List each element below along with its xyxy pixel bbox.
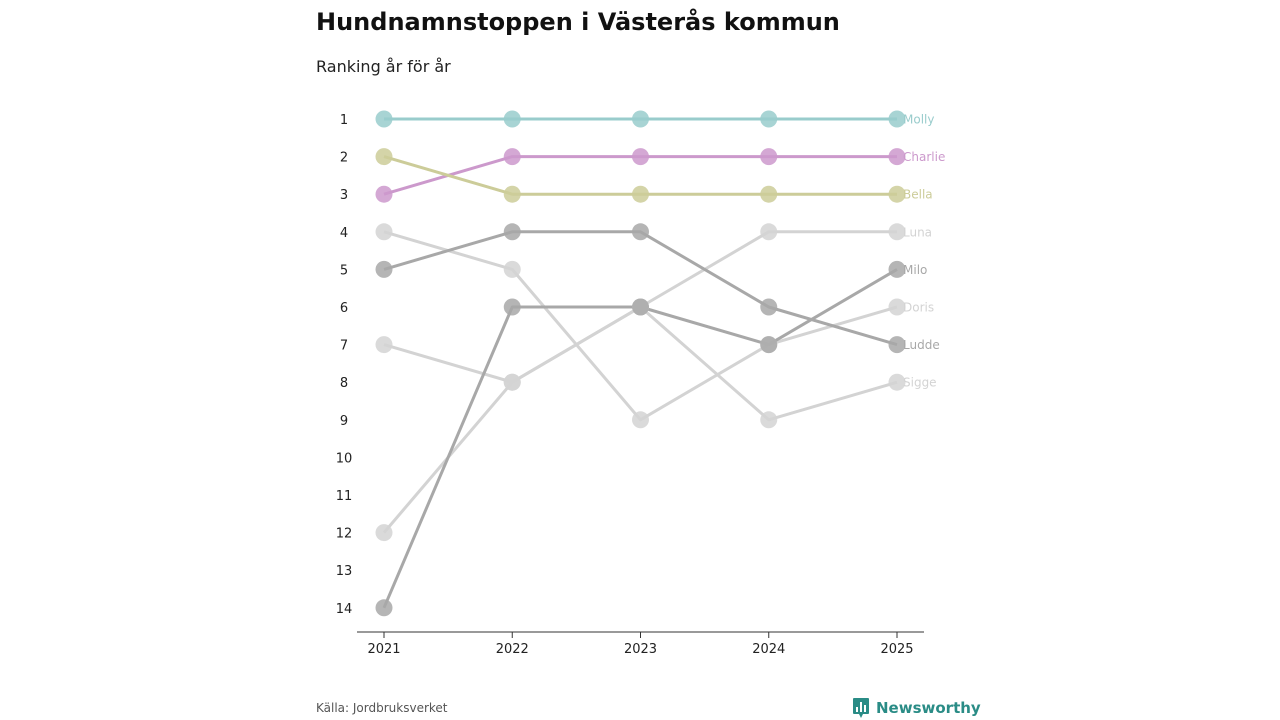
data-point-charlie (760, 148, 778, 166)
data-point-ludde (888, 336, 906, 354)
data-point-milo (503, 298, 521, 316)
data-point-charlie (888, 148, 906, 166)
bar-chart-pin-icon (853, 698, 869, 718)
newsworthy-logo[interactable]: Newsworthy (852, 697, 981, 719)
y-tick-label: 1 (340, 113, 348, 128)
data-point-luna (375, 524, 393, 542)
y-tick-label: 5 (340, 263, 348, 278)
data-point-doris (632, 411, 649, 429)
series-label-molly: Molly (903, 113, 934, 127)
x-tick-label: 2021 (367, 642, 400, 657)
series-label-ludde: Ludde (903, 338, 940, 352)
data-point-charlie (503, 148, 521, 166)
series-label-milo: Milo (903, 263, 927, 277)
data-point-bella (503, 185, 521, 203)
series-line-doris (383, 230, 898, 422)
data-point-charlie (632, 148, 649, 166)
data-point-bella (632, 185, 649, 203)
y-tick-label: 10 (336, 451, 353, 466)
y-tick-label: 3 (340, 188, 348, 203)
data-point-bella (760, 185, 778, 203)
y-tick-label: 6 (340, 301, 348, 316)
data-point-molly (503, 110, 521, 128)
data-point-bella (375, 148, 393, 166)
data-point-milo (375, 599, 393, 617)
series-line-luna (382, 230, 897, 534)
y-tick-label: 9 (340, 414, 348, 429)
data-point-molly (760, 110, 778, 128)
brand-name: Newsworthy (876, 699, 981, 717)
data-point-sigge (375, 336, 393, 354)
x-tick-label: 2024 (752, 642, 785, 657)
data-point-molly (632, 110, 649, 128)
data-point-charlie (375, 185, 393, 203)
data-point-bella (888, 185, 906, 203)
series-label-luna: Luna (903, 225, 932, 239)
chart-subtitle: Ranking år för år (316, 57, 451, 76)
data-point-doris (503, 260, 521, 278)
series-line-milo (382, 268, 898, 609)
data-point-ludde (503, 223, 521, 241)
y-tick-label: 13 (336, 564, 353, 579)
y-tick-label: 2 (340, 151, 348, 166)
data-point-sigge (888, 373, 906, 391)
data-point-luna (760, 223, 778, 241)
series-line-ludde (383, 230, 898, 347)
y-tick-label: 11 (336, 489, 353, 504)
data-point-milo (760, 336, 778, 354)
y-tick-label: 14 (336, 602, 353, 617)
data-point-milo (888, 260, 906, 278)
data-point-ludde (760, 298, 778, 316)
y-tick-label: 8 (340, 376, 348, 391)
series-label-bella: Bella (903, 188, 933, 202)
data-point-ludde (375, 260, 393, 278)
data-point-doris (375, 223, 393, 241)
series-line-sigge (383, 305, 898, 422)
data-point-sigge (760, 411, 778, 429)
data-point-molly (375, 110, 393, 128)
x-axis: 2021 2022 2023 2024 2025 (357, 631, 924, 657)
chart-title: Hundnamnstoppen i Västerås kommun (316, 8, 840, 36)
series-labels: Luna Doris Sigge Milo Ludde Molly Charlie Bella (903, 113, 945, 390)
series-label-charlie: Charlie (903, 150, 945, 164)
data-point-sigge (503, 373, 521, 391)
y-tick-label: 7 (340, 339, 348, 354)
series-points (375, 110, 906, 617)
data-point-molly (888, 110, 906, 128)
y-tick-label: 4 (340, 226, 348, 241)
x-tick-label: 2025 (880, 642, 913, 657)
source-note: Källa: Jordbruksverket (316, 701, 448, 715)
data-point-milo (632, 298, 649, 316)
x-tick-label: 2023 (624, 642, 657, 657)
data-point-luna (888, 223, 906, 241)
y-tick-label: 12 (336, 527, 353, 542)
x-tick-label: 2022 (496, 642, 529, 657)
series-label-doris: Doris (903, 301, 934, 315)
series-label-sigge: Sigge (903, 376, 937, 390)
data-point-doris (888, 298, 906, 316)
data-point-ludde (632, 223, 649, 241)
